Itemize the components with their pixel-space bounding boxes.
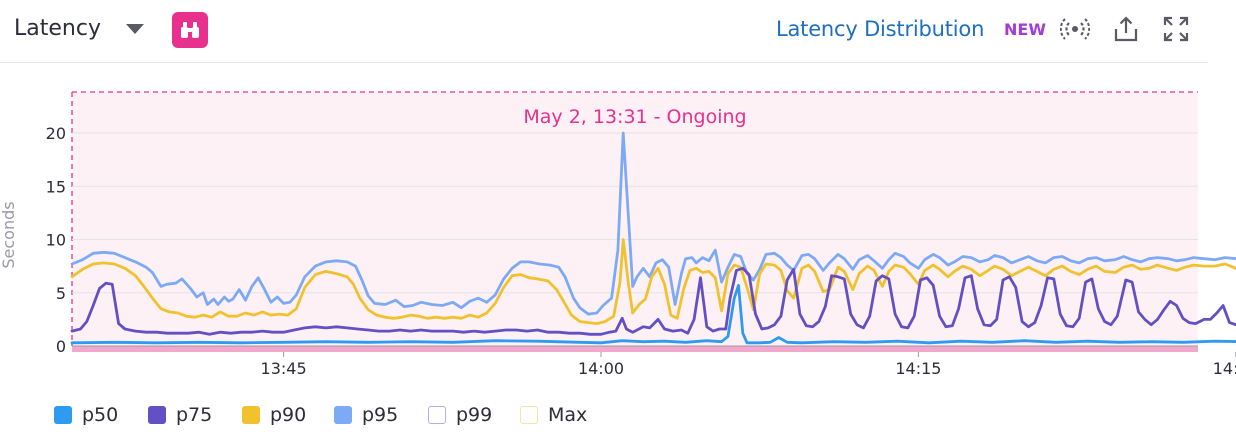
legend-label: p50 — [82, 404, 119, 426]
export-icon[interactable] — [1111, 14, 1141, 44]
binoculars-icon — [181, 22, 199, 38]
chevron-down-icon[interactable] — [126, 24, 144, 34]
legend-swatch — [520, 406, 538, 424]
widget-title[interactable]: Latency — [14, 16, 101, 41]
legend-label: p75 — [176, 404, 213, 426]
legend-label: p90 — [270, 404, 307, 426]
event-region — [72, 92, 1198, 346]
legend-swatch — [242, 406, 260, 424]
legend-label: p99 — [456, 404, 493, 426]
x-tick-label: 13:45 — [261, 359, 307, 378]
event-label: May 2, 13:31 - Ongoing — [523, 106, 746, 128]
legend-swatch — [148, 406, 166, 424]
legend-swatch — [334, 406, 352, 424]
latency-chart[interactable]: May 2, 13:31 - Ongoing 0 5 10 15 20 13:45 14:0… — [0, 0, 1236, 380]
series-line-p95 — [70, 131, 1236, 316]
y-tick-label: 0 — [56, 337, 66, 356]
series-line-p50 — [70, 283, 1236, 345]
legend-label: p95 — [362, 404, 399, 426]
y-tick-label: 20 — [46, 124, 66, 143]
legend-label: Max — [548, 404, 588, 426]
new-badge: NEW — [1004, 20, 1046, 39]
y-tick-label: 5 — [56, 284, 66, 303]
widget-header: Latency Latency Distribution NEW — [0, 0, 1208, 63]
broadcast-icon[interactable] — [1059, 14, 1091, 44]
legend-swatch — [428, 406, 446, 424]
fullscreen-icon[interactable] — [1161, 14, 1191, 44]
latency-distribution-link[interactable]: Latency Distribution — [776, 17, 985, 41]
legend-swatch — [54, 406, 72, 424]
x-tick-label: 14:00 — [578, 359, 624, 378]
event-timeline-bar — [72, 346, 1198, 352]
y-tick-label: 15 — [46, 177, 66, 196]
x-tick-label: 14:15 — [895, 359, 941, 378]
x-tick-label: 14:30 — [1213, 359, 1236, 378]
series-line-p75 — [70, 266, 1236, 336]
y-axis-label: Seconds — [0, 201, 18, 268]
y-tick-label: 10 — [46, 231, 66, 250]
watchdog-button[interactable] — [172, 12, 208, 48]
series-line-p90 — [70, 238, 1236, 326]
